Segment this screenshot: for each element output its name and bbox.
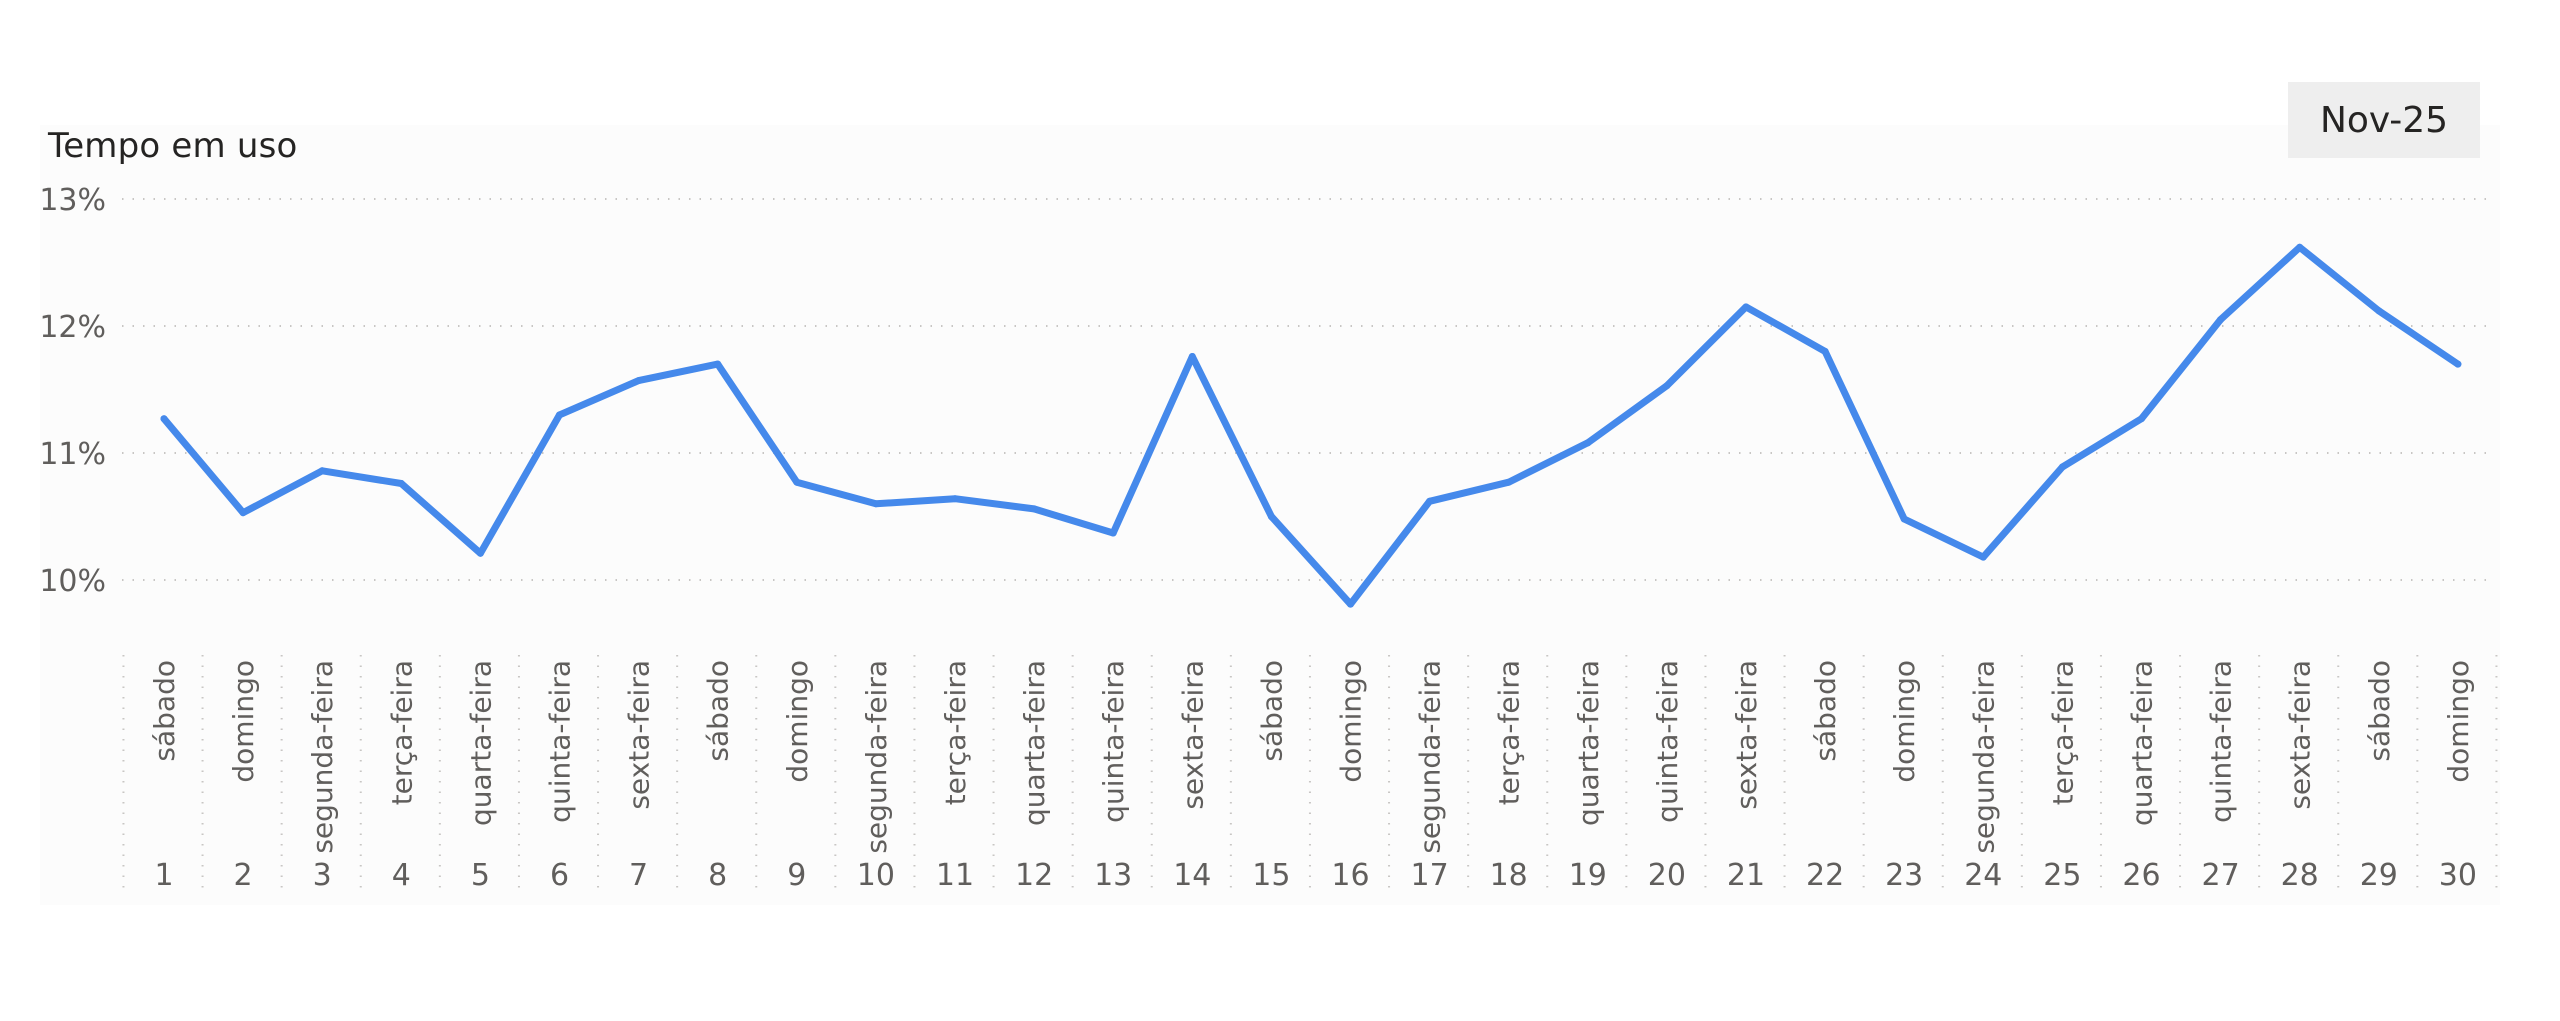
x-day-label: 16 [1331, 858, 1369, 893]
data-point [635, 377, 643, 385]
x-weekday-label: terça-feira [939, 660, 972, 805]
data-point [2375, 307, 2383, 315]
x-day-label: 17 [1411, 858, 1449, 893]
x-weekday-label: sexta-feira [623, 660, 656, 810]
data-point [1505, 478, 1513, 486]
x-weekday-label: sábado [1255, 660, 1288, 762]
x-day-label: 13 [1094, 858, 1132, 893]
x-weekday-label: sábado [702, 660, 735, 762]
x-weekday-label: quinta-feira [1651, 660, 1684, 823]
data-point [793, 478, 801, 486]
data-point [872, 500, 880, 508]
data-point [556, 411, 563, 419]
x-day-label: 18 [1490, 858, 1528, 893]
series-line [160, 243, 2462, 608]
x-weekday-label: domingo [781, 660, 814, 783]
data-point [1900, 515, 1908, 523]
data-point [1663, 382, 1671, 390]
x-weekday-label: sexta-feira [1730, 660, 1763, 810]
x-weekday-label: quarta-feira [1018, 660, 1051, 826]
x-day-label: 25 [2043, 858, 2081, 893]
x-weekday-label: segunda-feira [1967, 660, 2000, 854]
data-point [1426, 497, 1434, 505]
data-point [239, 509, 247, 517]
x-weekday-label: quinta-feira [1097, 660, 1130, 823]
data-point [2138, 415, 2145, 423]
x-day-label: 27 [2202, 858, 2240, 893]
x-day-label: 14 [1173, 858, 1211, 893]
y-tick-label: 10% [39, 564, 106, 599]
x-day-label: 11 [936, 858, 974, 893]
x-weekday-label: sábado [1809, 660, 1842, 762]
x-weekday-label: sexta-feira [2284, 660, 2317, 810]
x-day-label: 7 [629, 858, 648, 893]
x-weekday-label: domingo [2442, 660, 2475, 783]
data-point [476, 549, 484, 557]
x-day-label: 6 [550, 858, 569, 893]
data-point [2296, 243, 2304, 251]
data-point [1030, 505, 1038, 513]
x-weekday-label: sábado [148, 660, 181, 762]
x-day-label: 24 [1964, 858, 2002, 893]
x-day-label: 10 [857, 858, 895, 893]
x-weekday-label: quarta-feira [2126, 660, 2159, 826]
x-weekday-label: quarta-feira [1572, 660, 1605, 826]
y-tick-label: 13% [39, 183, 106, 218]
data-point [1267, 513, 1275, 520]
x-weekday-label: sexta-feira [1176, 660, 1209, 810]
x-weekday-label: segunda-feira [860, 660, 893, 854]
data-point [714, 360, 722, 368]
y-tick-label: 12% [39, 310, 106, 345]
x-day-label: 26 [2122, 858, 2160, 893]
x-day-label: 4 [392, 858, 411, 893]
x-day-label: 5 [471, 858, 490, 893]
x-weekday-label: quinta-feira [2205, 660, 2238, 823]
x-weekday-label: segunda-feira [1414, 660, 1447, 854]
x-day-label: 28 [2281, 858, 2319, 893]
period-selector-button[interactable]: Nov-25 [2288, 82, 2480, 158]
x-weekday-label: domingo [1888, 660, 1921, 783]
data-point [160, 415, 168, 423]
data-point [951, 495, 959, 503]
x-weekday-label: quarta-feira [464, 660, 497, 826]
x-weekday-label: domingo [227, 660, 260, 783]
x-weekday-label: sábado [2363, 660, 2396, 762]
data-point [2454, 360, 2462, 368]
data-point [1584, 439, 1592, 447]
x-day-label: 29 [2360, 858, 2398, 893]
x-day-label: 23 [1885, 858, 1923, 893]
x-weekday-label: terça-feira [385, 660, 418, 805]
data-point [1109, 529, 1117, 537]
x-day-label: 12 [1015, 858, 1053, 893]
data-point [2217, 316, 2225, 324]
x-day-label: 21 [1727, 858, 1765, 893]
x-weekday-label: terça-feira [2046, 660, 2079, 805]
x-weekday-label: quinta-feira [544, 660, 577, 823]
data-point [1188, 352, 1196, 360]
y-tick-label: 11% [39, 437, 106, 472]
x-day-label: 8 [708, 858, 727, 893]
x-day-label: 30 [2439, 858, 2477, 893]
x-day-label: 15 [1252, 858, 1290, 893]
x-day-label: 3 [313, 858, 332, 893]
x-weekday-label: terça-feira [1493, 660, 1526, 805]
x-day-label: 22 [1806, 858, 1844, 893]
x-day-label: 9 [787, 858, 806, 893]
data-point [1979, 553, 1987, 561]
chart-title: Tempo em uso [48, 126, 298, 166]
x-day-label: 2 [234, 858, 253, 893]
data-point [1821, 347, 1829, 355]
x-weekday-label: segunda-feira [306, 660, 339, 854]
x-day-label: 1 [154, 858, 173, 893]
data-point [1347, 600, 1354, 608]
x-day-label: 19 [1569, 858, 1607, 893]
data-point [1742, 303, 1750, 311]
data-point [397, 479, 405, 487]
x-day-label: 20 [1648, 858, 1686, 893]
data-point [318, 467, 326, 475]
x-weekday-label: domingo [1335, 660, 1368, 783]
data-point [2058, 463, 2066, 471]
